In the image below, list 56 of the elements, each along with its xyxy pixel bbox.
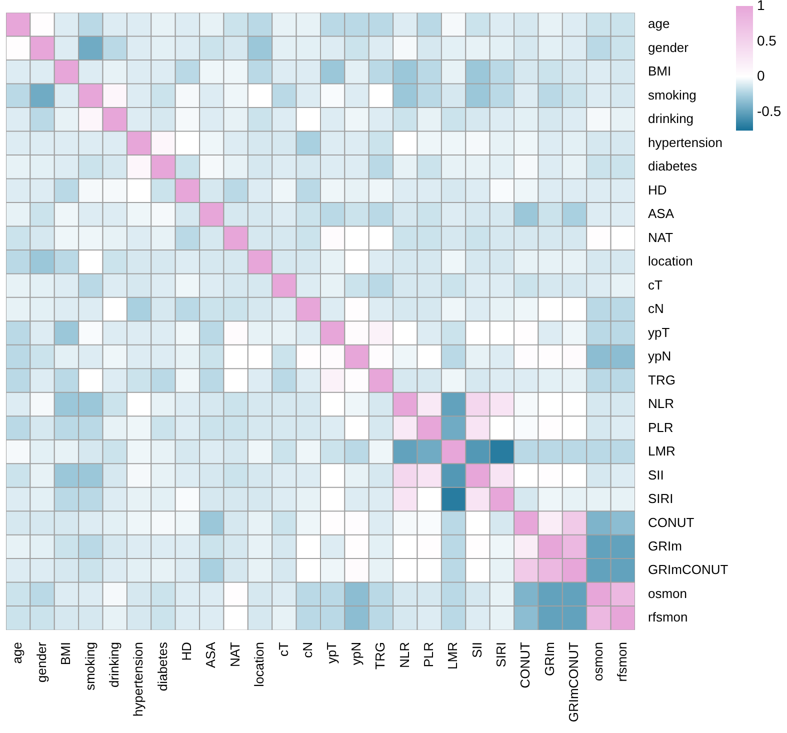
x-tick-label: age [10, 642, 25, 664]
y-tick-label: smoking [648, 87, 696, 102]
x-tick-label: ASA [203, 642, 218, 668]
x-tick-label: SIRI [494, 642, 509, 668]
x-tick-label: GRIm [542, 642, 557, 676]
x-tick-label: rfsmon [614, 642, 630, 682]
x-tick-label: location [252, 642, 267, 687]
y-tick-label: NLR [648, 396, 674, 412]
y-tick-label: ypN [648, 348, 672, 364]
x-tick-label: osmon [590, 642, 606, 682]
y-tick-label: GRIm [648, 538, 682, 554]
y-tick-label: BMI [648, 64, 672, 79]
x-tick-label: cN [300, 642, 315, 658]
x-tick-label: SII [469, 642, 484, 658]
y-tick-label: age [648, 16, 670, 32]
y-tick-label: CONUT [648, 514, 694, 530]
x-tick-label: PLR [420, 642, 436, 668]
y-tick-label: gender [648, 40, 690, 55]
y-tick-label: location [648, 254, 693, 269]
x-tick-label: ypT [324, 642, 340, 664]
y-tick-label: cN [648, 301, 664, 316]
color-bar-label: -0.5 [757, 103, 782, 120]
x-tick-label: diabetes [154, 642, 170, 692]
x-tick-label: hypertension [130, 642, 146, 716]
x-tick-label: gender [34, 641, 49, 682]
y-tick-label: HD [648, 182, 667, 198]
x-tick-label: TRG [372, 642, 388, 670]
y-tick-label: ypT [648, 324, 670, 340]
x-tick-label: BMI [58, 642, 74, 666]
x-tick-label: GRImCONUT [566, 642, 582, 722]
x-tick-label: CONUT [518, 642, 533, 688]
y-tick-label: osmon [648, 586, 688, 601]
x-tick-label: smoking [82, 642, 98, 690]
y-tick-label: SIRI [648, 491, 674, 506]
y-tick-label: TRG [648, 372, 676, 388]
x-tick-label: drinking [106, 642, 122, 688]
color-bar-label: 0.5 [757, 32, 777, 48]
x-tick-label: ypN [348, 642, 364, 666]
y-tick-label: PLR [648, 420, 674, 435]
y-tick-label: drinking [648, 111, 694, 126]
color-bar-label: 1 [757, 0, 765, 13]
y-tick-label: rfsmon [648, 610, 688, 625]
y-tick-label: diabetes [648, 158, 698, 174]
x-tick-label: cT [276, 642, 291, 656]
x-tick-label: NAT [227, 642, 242, 668]
x-tick-label: NLR [396, 642, 412, 668]
y-tick-label: GRImCONUT [648, 562, 728, 578]
y-tick-label: cT [648, 277, 662, 292]
x-tick-label: LMR [445, 642, 460, 670]
x-tick-label: HD [179, 642, 194, 661]
y-tick-label: hypertension [648, 134, 722, 150]
y-tick-label: LMR [648, 444, 676, 459]
y-tick-label: ASA [648, 206, 674, 222]
color-bar-label: 0 [757, 68, 765, 84]
y-tick-label: NAT [648, 230, 674, 245]
y-tick-label: SII [648, 467, 664, 482]
